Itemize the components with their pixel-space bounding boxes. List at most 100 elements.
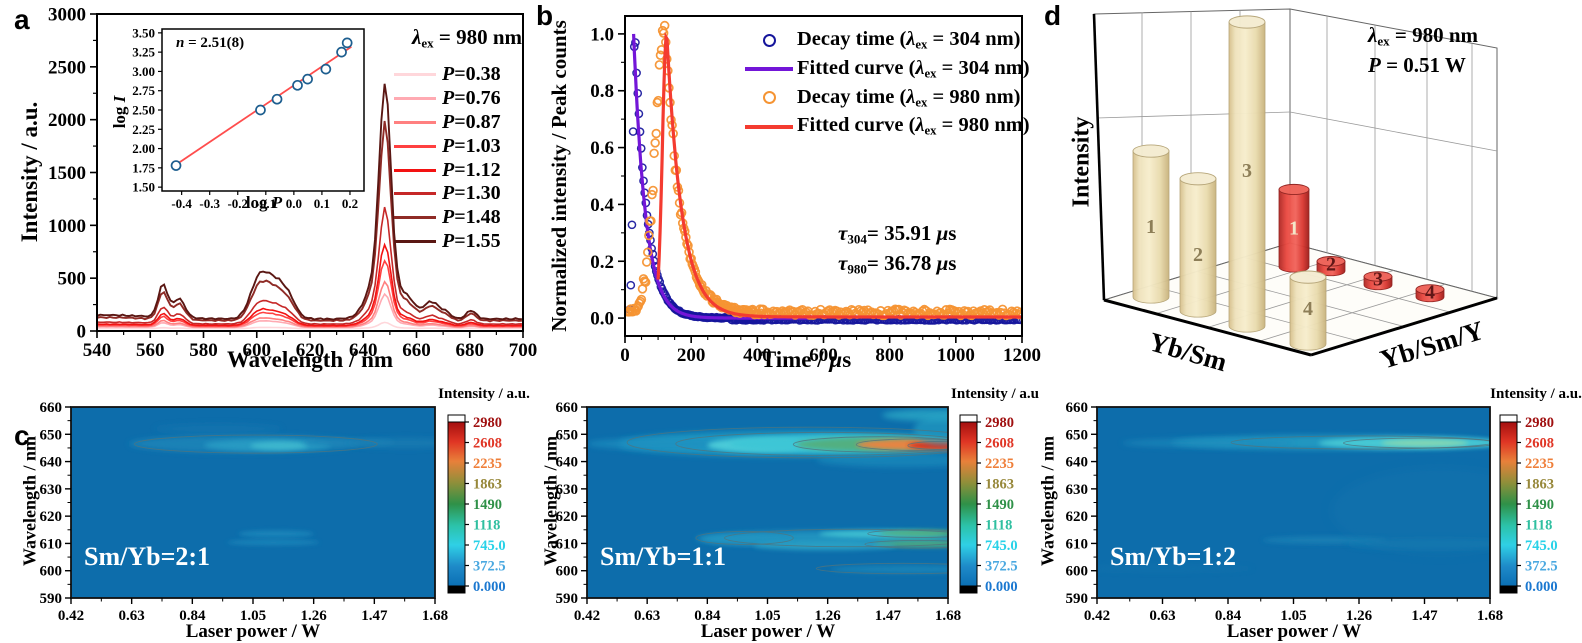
tick-label: 540 [83, 340, 112, 361]
panel-a-y-axis-label: Intensity / a.u. [16, 101, 42, 243]
tick-label: 1.47 [361, 608, 388, 624]
tick-label: 1000 [48, 216, 86, 237]
cylinder-yb-sm-1: 1 [1132, 144, 1170, 304]
tick-label: 1118 [1525, 518, 1552, 534]
legend-line-swatch [394, 144, 436, 148]
inset-data-point [320, 63, 332, 75]
legend-line-swatch [394, 120, 436, 124]
legend-label: Fitted curve (λex = 980 nm) [797, 114, 1030, 138]
legend-label: P=1.55 [442, 229, 501, 252]
spectrum-curve-P=0.38 [97, 321, 522, 330]
legend-label: P=1.30 [442, 182, 501, 205]
panel-c1-colorbar-title: Intensity / a.u. [438, 386, 530, 402]
panel-c2-x-axis-label: Laser power / W [700, 621, 836, 642]
panel-b-plot: 0 200 400 600 800 1000 1200 0.0 0.2 0.4 0.6 0.8 1.0 [590, 15, 1041, 366]
panel-c1-y-axis-label: Wavelength / nm [19, 435, 40, 567]
tick-label: 1.68 [422, 608, 448, 624]
decay-scatter-980nm [625, 20, 1022, 321]
tick-label: 1.05 [754, 608, 780, 624]
panel-c2-y-axis-label: Wavelength / nm [540, 435, 561, 567]
tick-label: 610 [1066, 536, 1089, 552]
decay-curves [625, 20, 1022, 325]
tick-label: 745.0 [985, 538, 1018, 554]
legend-label: Decay time (λex = 304 nm) [797, 27, 1021, 52]
legend-item: P=1.12 [394, 158, 501, 182]
tick-label: 3.50 [132, 25, 155, 40]
panel-a-inset-n-annotation: n = 2.51(8) [176, 35, 245, 51]
inset-data-point [170, 160, 182, 171]
tick-label: 3.00 [132, 64, 155, 79]
panel-c2-colorbar-title: Intensity / a.u [951, 386, 1039, 402]
tick-label: 372.5 [1525, 559, 1558, 575]
inset-data-point [336, 46, 347, 58]
tick-label: 630 [40, 482, 63, 498]
legend-item: Fitted curve (λex = 304 nm) [745, 55, 1030, 84]
colorbar: 2980 2608 2235 1863 1490 1118 745.0 372.5 0.000 [447, 414, 506, 595]
tick-label: 1.47 [875, 608, 902, 624]
panel-b-y-axis-label: Normalized intensity / Peak counts [546, 20, 571, 332]
panel-b-x-axis-label: Time / μs [760, 347, 852, 372]
tick-label: 560 [136, 340, 165, 361]
tick-label: 2500 [48, 57, 86, 78]
tick-label: 660 [556, 400, 579, 416]
tick-label: 610 [556, 536, 579, 552]
legend-label: P=1.03 [442, 134, 501, 157]
tick-label: 1.50 [132, 180, 155, 195]
panel-c1-ratio-label: Sm/Yb=2:1 [84, 542, 211, 571]
bar-number-label: 1 [1146, 216, 1156, 238]
legend-label: P=0.87 [442, 110, 501, 133]
bar-number-label: 2 [1193, 244, 1203, 266]
panel-a-inset-x-axis-label: log P [245, 193, 283, 212]
bar-number-label: 3 [1373, 268, 1383, 290]
legend-line-swatch [745, 67, 793, 72]
tick-label: 0.000 [985, 579, 1018, 595]
spectrum-curve-P=1.12 [97, 242, 522, 327]
inset-data-point [255, 104, 266, 116]
legend-item: P=0.87 [394, 111, 501, 135]
contour-map-Sm/Yb=2:1 [71, 407, 435, 598]
tick-label: 2980 [985, 415, 1014, 431]
emission-spectra-curves [97, 83, 522, 330]
tick-label: 200 [677, 345, 706, 366]
tick-label: 2.50 [132, 103, 155, 118]
tick-label: 0.63 [634, 608, 660, 624]
tick-label: 2980 [473, 415, 502, 431]
panel-label-d: d [1044, 0, 1062, 31]
cylinder-yb-sm-4: 4 [1289, 270, 1327, 351]
tick-label: 640 [1066, 455, 1089, 471]
legend-item: P=1.55 [394, 230, 501, 254]
tick-label: 0.000 [1525, 579, 1558, 595]
fit-line-980nm [656, 31, 1022, 319]
spectrum-curve-P=1.55 [97, 83, 522, 321]
tick-label: 3.25 [132, 45, 155, 60]
bar-number-label: 2 [1326, 253, 1336, 275]
tick-label: 0.2 [590, 252, 614, 273]
tick-label: 1490 [473, 497, 502, 513]
panel-b-tau-304: τ304= 35.91 μs [838, 221, 957, 247]
legend-line-swatch [394, 239, 436, 243]
inset-data-point [271, 93, 283, 105]
tick-label: 1500 [48, 163, 86, 184]
tick-label: 1.68 [935, 608, 961, 624]
tick-label: 1.05 [240, 608, 266, 624]
bar-number-label: 4 [1425, 281, 1435, 303]
tick-label: 700 [509, 340, 538, 361]
legend-item: P=0.38 [394, 63, 501, 87]
tick-label: 0 [77, 322, 87, 343]
spectrum-curve-P=0.76 [97, 292, 522, 329]
tick-label: 600 [243, 340, 272, 361]
tick-label: 640 [349, 340, 378, 361]
tick-label: 0.6 [590, 138, 614, 159]
tick-label: 2980 [1525, 415, 1554, 431]
tick-label: 640 [556, 455, 579, 471]
panel-a-inset-y-axis-label: log I [110, 95, 130, 129]
tick-label: 600 [556, 564, 579, 580]
cylinder-yb-sm-y-2: 2 [1316, 253, 1346, 277]
tick-label: 0.0 [286, 196, 302, 211]
spectrum-curve-P=1.48 [97, 120, 522, 323]
panel-d-excitation-annotation: λex = 980 nm [1368, 23, 1479, 49]
tick-label: 0.42 [574, 608, 600, 624]
tick-label: 372.5 [473, 559, 506, 575]
tick-label: 1.68 [1477, 608, 1503, 624]
